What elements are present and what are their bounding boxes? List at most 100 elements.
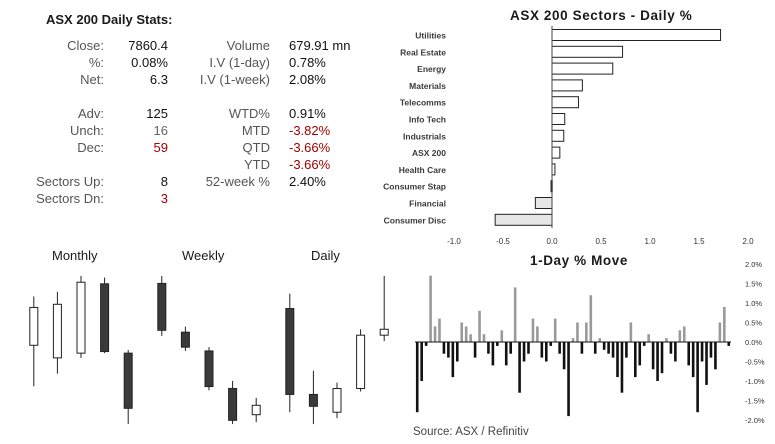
stat-label: Close: [67,38,104,53]
move-bar [598,338,602,342]
candle-body [285,308,295,395]
sector-label: Consumer Disc [384,215,447,225]
stat-value: 125 [146,106,168,121]
move-bar [571,338,575,342]
sector-bar [551,29,722,41]
move-bar [669,342,673,354]
move-bar [473,342,477,358]
stat-value: 0.78% [289,55,326,70]
candle-body [251,404,261,416]
move-bar [687,342,691,366]
stat-value: 0.91% [289,106,326,121]
move-bar [723,306,726,342]
daily-move-title: 1-Day % Move [530,253,628,268]
x-tick-label: -0.5 [496,237,510,246]
stat-label: Sectors Dn: [36,191,104,206]
stat-label: Adv: [77,106,104,121]
move-bar [424,342,428,346]
move-bar [616,342,619,378]
y-tick-label: 0.0% [745,338,762,347]
move-bar [705,342,708,385]
move-bar [527,342,530,354]
candle-body [228,387,238,421]
move-bar [678,330,682,342]
candle-body [100,283,110,353]
move-bar [464,326,468,342]
stat-value: 59 [153,140,168,155]
move-bar [727,342,731,346]
move-bar [620,342,624,393]
candle-body [356,334,366,390]
candle-body [332,388,342,413]
stat-value: 2.40% [289,174,326,189]
stat-label: WTD% [228,106,270,121]
move-bar [674,342,677,362]
move-bar [562,342,566,370]
source-note: Source: ASX / Refinitiv [413,426,529,438]
sector-label: Consumer Stap [383,182,446,192]
sector-label: Info Tech [409,115,446,125]
stat-value: 0.08% [131,55,168,70]
move-bar [531,318,535,342]
move-bar [491,342,495,366]
move-bar [438,318,441,342]
move-bar [665,338,668,342]
sector-label: Industrials [403,131,446,141]
move-bar [487,342,490,354]
x-tick-label: 1.5 [693,237,705,246]
monthly-title: Monthly [52,248,98,263]
sector-label: ASX 200 [412,148,446,158]
stats-title: ASX 200 Daily Stats: [46,12,173,27]
move-bar [478,310,481,342]
candle-body [157,282,167,331]
stat-label: Dec: [77,140,104,155]
stat-value: 16 [153,123,168,138]
x-tick-label: 1.0 [644,237,656,246]
stat-value: 6.3 [149,72,168,87]
move-bar [522,342,526,362]
x-tick-label: -1.0 [447,237,461,246]
stat-value: 7860.4 [128,38,168,53]
move-bar [580,342,584,354]
monthly-candlestick-chart [29,275,133,425]
move-bar [718,322,722,342]
move-bar [629,322,633,342]
y-tick-label: -2.0% [745,416,765,425]
move-bar [593,342,597,354]
x-tick-label: 0.5 [595,237,607,246]
candle-body [76,281,86,354]
move-bar [442,342,446,354]
candle-body [308,393,318,407]
move-bar [549,342,553,346]
move-bar [558,342,561,354]
stat-value: 8 [160,174,168,189]
x-tick-label: 0.0 [546,237,558,246]
move-bar [567,342,570,417]
sector-label: Health Care [399,165,447,175]
stat-label: Unch: [70,123,104,138]
move-bar [553,318,557,342]
sector-label: Financial [409,199,446,209]
move-bar [682,326,686,342]
candle-body [379,328,389,336]
stat-label: QTD [242,140,270,155]
move-bar [513,287,517,342]
stat-label: Net: [80,72,104,87]
move-bar [460,322,464,342]
weekly-candlestick-chart [157,275,261,425]
move-bar [611,342,615,358]
sector-bar [551,146,561,159]
sector-label: Utilities [415,31,446,41]
stat-label: MTD [241,123,270,138]
move-bar [602,342,606,350]
stat-label: I.V (1-day) [209,55,270,70]
move-bar [420,342,423,381]
stat-value: 2.08% [289,72,326,87]
move-bar [500,330,504,342]
sector-label: Telecomms [400,98,446,108]
candle-body [52,303,62,359]
move-bar [651,342,655,370]
move-bar [536,326,539,342]
weekly-title: Weekly [182,248,225,263]
candle-body [123,352,133,409]
